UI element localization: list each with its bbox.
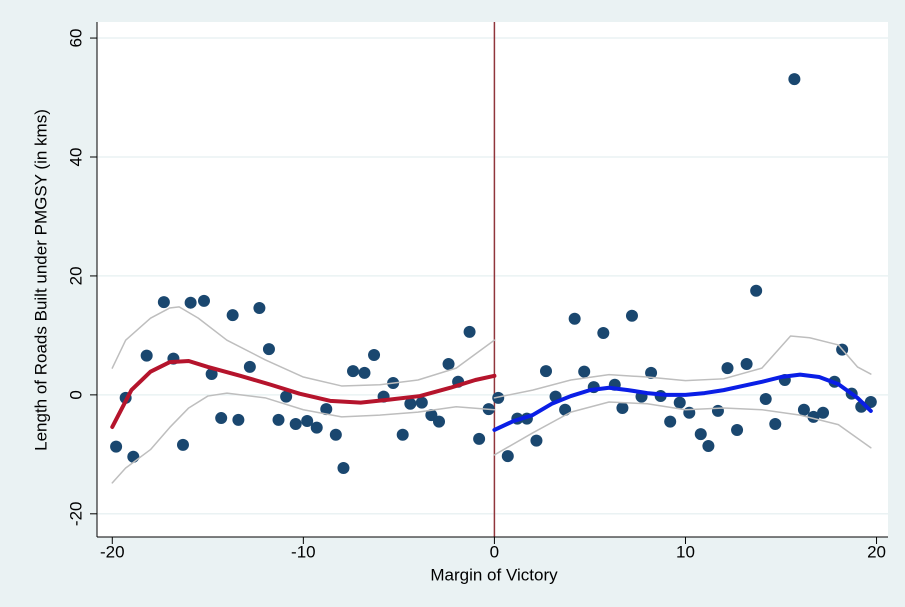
fit-line <box>111 306 496 387</box>
point <box>253 302 266 315</box>
point <box>358 366 371 379</box>
point <box>197 294 210 307</box>
point <box>329 428 342 441</box>
point <box>694 428 707 441</box>
fit-line <box>111 392 496 484</box>
x-tick-label: -10 <box>291 542 316 561</box>
point <box>301 415 314 428</box>
point <box>262 343 275 356</box>
point <box>769 418 782 431</box>
point <box>473 432 486 445</box>
point <box>539 365 552 378</box>
point <box>280 390 293 403</box>
point <box>463 325 476 338</box>
x-tick-label: 0 <box>490 542 499 561</box>
point <box>232 413 245 426</box>
point <box>433 415 446 428</box>
y-tick-label: 60 <box>66 29 85 48</box>
x-tick-label: 20 <box>867 542 886 561</box>
point <box>157 296 170 309</box>
point <box>176 438 189 451</box>
point <box>578 365 591 378</box>
point <box>127 450 140 463</box>
point <box>645 366 658 379</box>
point <box>320 403 333 416</box>
point <box>243 360 256 373</box>
point <box>683 406 696 419</box>
plot-area <box>97 22 888 537</box>
point <box>415 396 428 409</box>
y-tick-label: -20 <box>66 502 85 527</box>
y-tick-label: 20 <box>66 266 85 285</box>
point <box>492 391 505 404</box>
fit-line <box>493 335 872 399</box>
point <box>530 434 543 447</box>
x-tick-label: -20 <box>100 542 125 561</box>
point <box>205 368 218 381</box>
x-tick-label: 10 <box>676 542 695 561</box>
point <box>347 365 360 378</box>
point <box>140 349 153 362</box>
point <box>750 284 763 297</box>
point <box>396 428 409 441</box>
point <box>368 349 381 362</box>
point <box>215 412 228 425</box>
point <box>759 393 772 406</box>
fit-line <box>493 401 872 456</box>
point <box>864 396 877 409</box>
point <box>817 406 830 419</box>
point <box>797 403 810 416</box>
y-axis-title: Length of Roads Built under PMGSY (in km… <box>31 109 50 451</box>
point <box>597 327 610 340</box>
y-tick-label: 40 <box>66 148 85 167</box>
point <box>568 312 581 325</box>
point <box>702 440 715 453</box>
point <box>110 440 123 453</box>
point <box>616 401 629 414</box>
point <box>731 423 744 436</box>
point <box>740 357 753 370</box>
point <box>721 362 734 375</box>
x-axis-title: Margin of Victory <box>430 565 558 584</box>
point <box>664 415 677 428</box>
point <box>442 357 455 370</box>
point <box>272 413 285 426</box>
point <box>559 403 572 416</box>
point <box>788 73 801 86</box>
point <box>673 396 686 409</box>
fit-line <box>492 372 873 432</box>
point <box>625 309 638 322</box>
point <box>289 418 302 431</box>
fit-line <box>110 358 497 429</box>
point <box>184 296 197 309</box>
point <box>337 462 350 475</box>
y-tick-label: 0 <box>66 390 85 399</box>
point <box>711 404 724 417</box>
point <box>310 421 323 434</box>
point <box>226 309 239 322</box>
point <box>501 450 514 463</box>
point <box>404 397 417 410</box>
